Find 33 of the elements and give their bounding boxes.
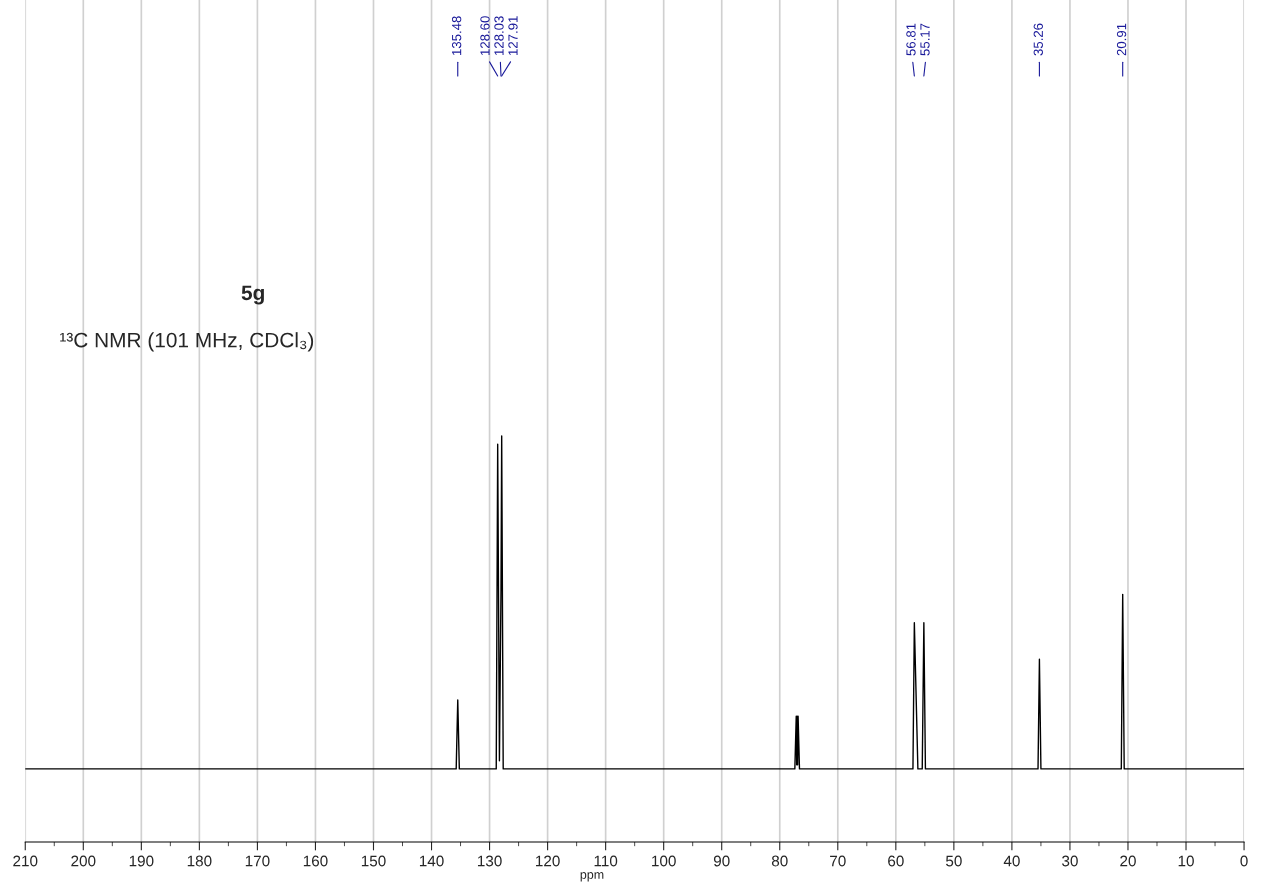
annotation: 135.48 xyxy=(451,16,462,55)
chart-title: 5g xyxy=(241,285,264,305)
x-tick-label: 110 xyxy=(594,855,618,867)
x-tick-label: 20 xyxy=(1120,855,1136,867)
x-tick-label: 30 xyxy=(1062,855,1078,867)
x-tick-label: 70 xyxy=(830,855,846,867)
x-tick-label: 50 xyxy=(945,855,962,867)
x-axis-title: ppm xyxy=(580,872,604,882)
annotation: 128.03 xyxy=(494,16,504,55)
x-tick-label: 0 xyxy=(1240,855,1248,867)
annotation: 35.26 xyxy=(1033,23,1043,56)
x-tick-label: 170 xyxy=(245,855,270,867)
annotation: 127.91 xyxy=(508,16,518,55)
x-tick-label: 140 xyxy=(419,855,444,867)
x-tick-label: 200 xyxy=(71,855,96,867)
annotation: 56.81 xyxy=(906,23,916,56)
x-tick-label: 190 xyxy=(129,855,154,867)
chart-subtitle: ¹³C NMR (101 MHz, CDCl₃) xyxy=(60,332,314,352)
x-tick-label: 40 xyxy=(1003,855,1020,867)
x-tick-label: 160 xyxy=(303,855,328,867)
x-tick-label: 80 xyxy=(771,855,788,867)
x-tick-label: 100 xyxy=(652,855,676,867)
x-tick-label: 130 xyxy=(477,855,502,867)
x-tick-label: 90 xyxy=(713,855,730,867)
x-tick-label: 180 xyxy=(187,855,212,867)
x-tick-label: 210 xyxy=(13,855,38,867)
annotation: 55.17 xyxy=(920,23,930,56)
annotation: 20.91 xyxy=(1116,23,1127,56)
x-tick-label: 150 xyxy=(361,855,386,867)
x-tick-label: 60 xyxy=(888,855,904,867)
annotation: 128.60 xyxy=(480,16,490,55)
x-tick-label: 10 xyxy=(1178,855,1194,867)
x-tick-label: 120 xyxy=(536,855,560,867)
